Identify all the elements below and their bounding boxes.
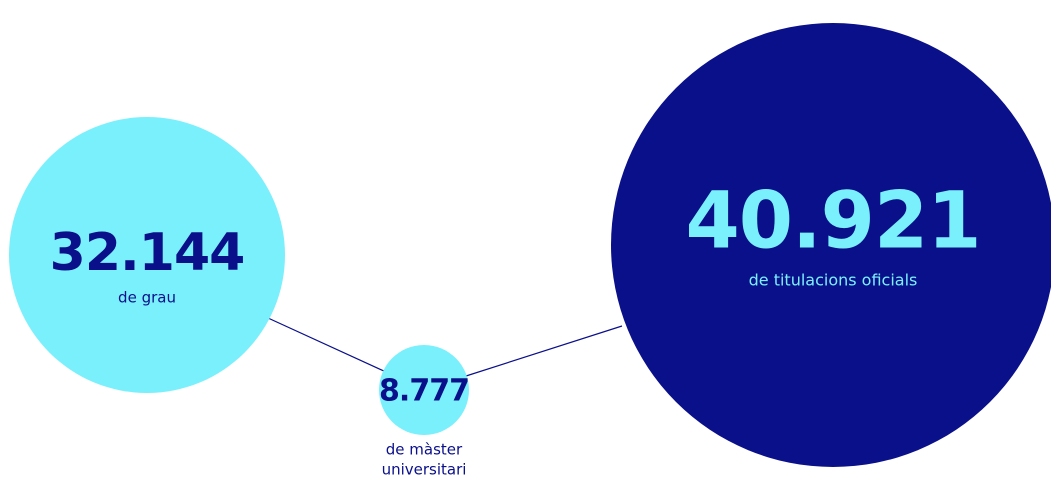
bubble: [9, 117, 285, 393]
node-value: 8.777: [379, 374, 469, 409]
bubble: [611, 23, 1051, 467]
node-label: de grau: [118, 289, 176, 307]
node-value: 32.144: [50, 223, 245, 283]
node-label: universitari: [382, 461, 467, 479]
connector: [267, 317, 387, 373]
bubble: [379, 345, 469, 435]
node-label: de màster: [386, 441, 463, 459]
connector: [465, 325, 623, 377]
node-label: de titulacions oficials: [749, 271, 918, 290]
node-value: 40.921: [686, 176, 981, 266]
